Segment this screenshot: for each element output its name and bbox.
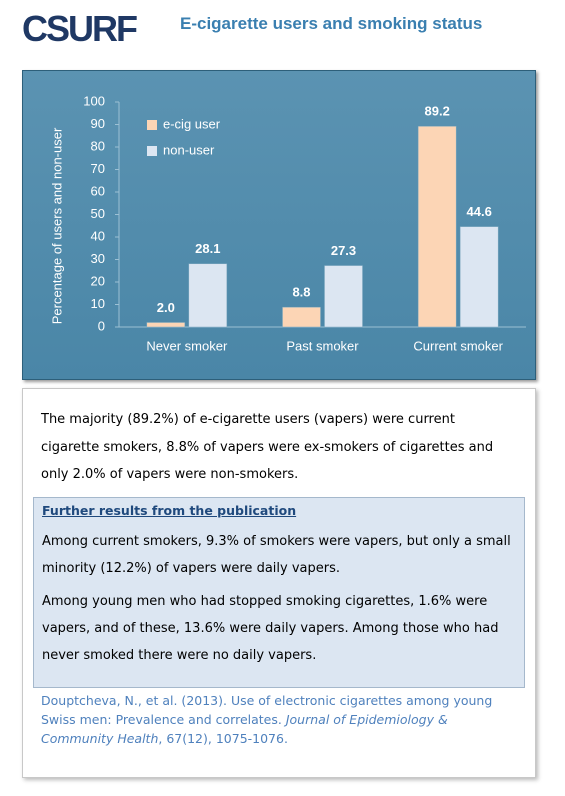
chart: Percentage of users and non-user 0 10 20 30… xyxy=(49,93,526,353)
summary: The majority (89.2%) of e-cigarette user… xyxy=(41,412,494,482)
bar xyxy=(459,226,499,328)
y-tick-label: 20 xyxy=(91,273,105,288)
chart-panel: Percentage of users and non-user 0 10 20 30… xyxy=(22,70,536,380)
value-label: 28.1 xyxy=(195,241,220,256)
bar xyxy=(282,306,321,328)
value-label: 8.8 xyxy=(292,285,310,300)
y-tick-label: 0 xyxy=(98,318,105,333)
y-tick-label: 100 xyxy=(83,93,105,108)
further-results: Further results from the publication Amo… xyxy=(33,497,525,688)
y-tick-label: 40 xyxy=(91,228,105,243)
x-tick-label: Never smoker xyxy=(146,338,228,353)
further-paragraph: Among young men who had stopped smoking … xyxy=(42,594,499,663)
value-label: 89.2 xyxy=(425,104,450,119)
value-label: 2.0 xyxy=(157,300,175,315)
legend-label: non-user xyxy=(163,142,215,157)
citation: Douptcheva, N., et al. (2013). Use of el… xyxy=(41,691,521,748)
page-title: E-cigarette users and smoking status xyxy=(180,14,483,33)
y-axis-title: Percentage of users and non-user xyxy=(49,127,64,324)
legend-swatch xyxy=(147,120,157,130)
citation-text: Douptcheva, N., et al. (2013). Use of el… xyxy=(41,693,493,727)
y-tick-label: 10 xyxy=(91,296,105,311)
y-tick-label: 70 xyxy=(91,161,105,176)
x-tick-label: Past smoker xyxy=(286,338,359,353)
y-tick-label: 60 xyxy=(91,183,105,198)
y-tick-label: 30 xyxy=(91,251,105,266)
legend-swatch xyxy=(147,146,157,156)
value-label: 27.3 xyxy=(331,243,356,258)
logo: CSURF xyxy=(22,8,138,49)
y-tick-label: 80 xyxy=(91,138,105,153)
bar xyxy=(146,322,186,328)
y-tick-label: 90 xyxy=(91,116,105,131)
legend-label: e-cig user xyxy=(163,116,221,131)
text-box xyxy=(22,388,536,778)
citation-journal: Journal of Epidemiology & Community Heal… xyxy=(41,712,448,746)
bar xyxy=(188,263,228,328)
y-tick-label: 50 xyxy=(91,206,105,221)
bar xyxy=(324,265,363,328)
value-label: 44.6 xyxy=(467,204,492,219)
further-heading: Further results from the publication xyxy=(42,503,297,518)
x-tick-label: Current smoker xyxy=(413,338,503,353)
citation-details: , 67(12), 1075-1076. xyxy=(158,731,288,746)
further-paragraph: Among current smokers, 9.3% of smokers w… xyxy=(42,534,511,576)
bar xyxy=(417,126,457,328)
